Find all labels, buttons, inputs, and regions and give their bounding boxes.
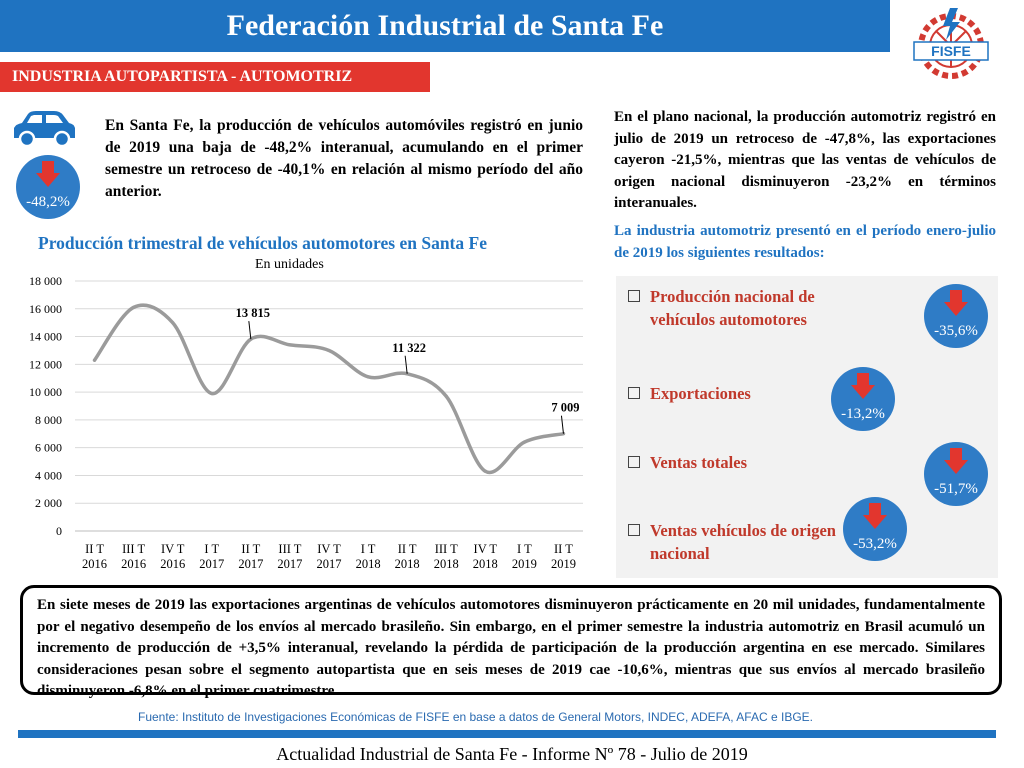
data-point bbox=[132, 305, 136, 309]
down-arrow-icon bbox=[944, 448, 968, 474]
x-tick-label: III T 2017 bbox=[277, 542, 302, 571]
car-icon bbox=[14, 111, 75, 148]
leader-line bbox=[248, 321, 252, 340]
data-point bbox=[92, 358, 97, 362]
x-tick-label: I T 2017 bbox=[199, 542, 224, 571]
data-point bbox=[444, 394, 448, 398]
chart-subtitle: En unidades bbox=[255, 257, 324, 272]
y-tick-label: 18 000 bbox=[29, 274, 62, 288]
chart-title: Producción trimestral de vehículos autom… bbox=[38, 233, 487, 253]
x-tick-label: IV T 2017 bbox=[317, 542, 342, 571]
x-tick-label: IV T 2018 bbox=[473, 542, 498, 571]
production-line-chart: 0 2 000 4 000 6 000 8 000 10 000 12 000 14 000 1… bbox=[29, 274, 583, 571]
source-note: Fuente: Instituto de Investigaciones Eco… bbox=[138, 710, 813, 724]
intro-drop-badge: -48,2% bbox=[16, 155, 80, 219]
footer-text: Actualidad Industrial de Santa Fe - Info… bbox=[276, 744, 748, 764]
data-label: 11 322 bbox=[392, 341, 426, 355]
down-arrow-icon bbox=[863, 503, 887, 529]
section-tag: INDUSTRIA AUTOPARTISTA - AUTOMOTRIZ bbox=[0, 62, 430, 92]
footer-bar bbox=[18, 730, 996, 738]
x-tick-label: IV T 2016 bbox=[160, 542, 185, 571]
data-point bbox=[171, 321, 175, 325]
checkbox-icon bbox=[628, 290, 640, 302]
leader-line bbox=[404, 355, 408, 374]
checkbox-icon bbox=[628, 524, 640, 536]
data-point bbox=[210, 391, 214, 396]
results-lead-text: La industria automotriz presentó en el p… bbox=[614, 223, 996, 261]
result-item-exports: Exportaciones bbox=[628, 382, 860, 405]
result-label: Producción nacional de vehículos automot… bbox=[650, 287, 815, 329]
x-tick-label: III T 2016 bbox=[121, 542, 146, 571]
checkbox-icon bbox=[628, 387, 640, 399]
y-tick-label: 6 000 bbox=[35, 441, 62, 455]
y-tick-label: 16 000 bbox=[29, 302, 62, 316]
down-arrow-icon bbox=[36, 161, 60, 187]
data-label: 13 815 bbox=[236, 306, 270, 320]
total-sales-drop-badge: -51,7% bbox=[924, 442, 988, 506]
intro-badge-value: -48,2% bbox=[26, 194, 70, 210]
page-title: Federación Industrial de Santa Fe bbox=[226, 9, 664, 42]
down-arrow-icon bbox=[851, 373, 875, 399]
x-tick-label: I T 2019 bbox=[512, 542, 537, 571]
x-tick-label: II T 2018 bbox=[395, 542, 420, 571]
national-text: En el plano nacional, la producción auto… bbox=[614, 109, 996, 211]
x-tick-label: II T 2016 bbox=[82, 542, 107, 571]
data-point bbox=[366, 375, 370, 379]
y-tick-label: 14 000 bbox=[29, 330, 62, 344]
data-point bbox=[483, 469, 487, 473]
data-point bbox=[327, 348, 331, 353]
result-item-production: Producción nacional de vehículos automot… bbox=[628, 285, 860, 331]
y-tick-label: 12 000 bbox=[29, 357, 62, 371]
production-drop-badge: -35,6% bbox=[924, 284, 988, 348]
result-label: Ventas totales bbox=[650, 453, 748, 472]
national-sales-badge-value: -53,2% bbox=[853, 536, 897, 552]
x-tick-label: III T 2018 bbox=[434, 542, 459, 571]
y-tick-label: 10 000 bbox=[29, 385, 62, 399]
checkbox-icon bbox=[628, 456, 640, 468]
data-point bbox=[522, 440, 526, 444]
x-tick-label: II T 2017 bbox=[238, 542, 263, 571]
exports-badge-value: -13,2% bbox=[841, 406, 885, 422]
data-label: 7 009 bbox=[551, 401, 579, 415]
x-tick-label: II T 2019 bbox=[551, 542, 576, 571]
y-tick-label: 4 000 bbox=[35, 468, 62, 482]
summary-box: En siete meses de 2019 las exportaciones… bbox=[20, 585, 1002, 699]
national-sales-drop-badge: -53,2% bbox=[843, 497, 907, 561]
fisfe-logo: FISFE bbox=[913, 8, 989, 79]
x-tick-label: I T 2018 bbox=[356, 542, 381, 571]
exports-drop-badge: -13,2% bbox=[831, 367, 895, 431]
result-label: Ventas vehículos de origen nacional bbox=[650, 521, 836, 563]
y-tick-label: 0 bbox=[56, 524, 62, 538]
result-item-total-sales: Ventas totales bbox=[628, 451, 860, 474]
leader-line bbox=[560, 415, 564, 434]
down-arrow-icon bbox=[944, 290, 968, 316]
y-tick-label: 8 000 bbox=[35, 413, 62, 427]
result-item-national-sales: Ventas vehículos de origen nacional bbox=[628, 519, 860, 565]
header-bar: Federación Industrial de Santa Fe bbox=[0, 0, 890, 52]
result-label: Exportaciones bbox=[650, 384, 751, 403]
production-badge-value: -35,6% bbox=[934, 323, 978, 339]
total-sales-badge-value: -51,7% bbox=[934, 481, 978, 497]
intro-text: En Santa Fe, la producción de vehículos … bbox=[105, 117, 583, 200]
logo-text: FISFE bbox=[931, 43, 971, 59]
data-point bbox=[288, 343, 292, 347]
y-tick-label: 2 000 bbox=[35, 496, 62, 510]
